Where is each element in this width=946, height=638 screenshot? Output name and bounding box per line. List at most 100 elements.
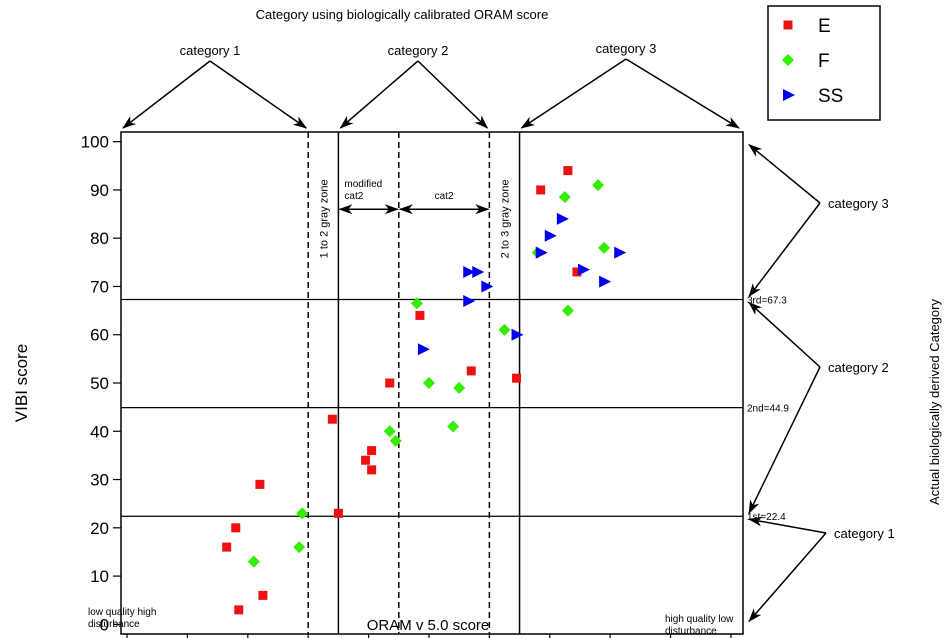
data-point-ss bbox=[481, 280, 494, 293]
data-point-f bbox=[447, 420, 460, 433]
data-point-f bbox=[296, 507, 309, 520]
data-point-ss bbox=[417, 343, 430, 356]
data-point-e bbox=[367, 446, 377, 456]
threshold-label: 1st=22.4 bbox=[747, 512, 786, 523]
right-category-label: category 2 bbox=[828, 360, 889, 375]
gray-zone-label: 2 to 3 gray zone bbox=[499, 179, 511, 258]
legend-label-f: F bbox=[818, 51, 830, 72]
data-point-ss bbox=[577, 263, 590, 276]
y-axis-title: VIBI score bbox=[12, 344, 31, 422]
chart-title: Category using biologically calibrated O… bbox=[256, 7, 549, 22]
right-category-annotation: category 2 bbox=[748, 301, 889, 515]
data-point-e bbox=[234, 605, 244, 615]
category-arrow bbox=[209, 60, 308, 129]
data-point-ss bbox=[463, 294, 476, 307]
series-e bbox=[222, 166, 582, 615]
data-point-e bbox=[415, 310, 425, 320]
category-arrow bbox=[748, 366, 821, 515]
x-note-right-line-2: disturbance bbox=[665, 626, 717, 637]
span-annotation: cat2 bbox=[398, 191, 490, 215]
axis-ticks: 0102030405060708090100010203040506070809… bbox=[81, 133, 732, 638]
y-tick-label: 100 bbox=[81, 133, 109, 152]
x-note-right-line-1: high quality low bbox=[665, 614, 734, 625]
legend-marker-e bbox=[783, 20, 793, 30]
data-point-e bbox=[466, 366, 476, 376]
data-point-ss bbox=[511, 328, 524, 341]
gray-zone-label: 1 to 2 gray zone bbox=[318, 179, 330, 258]
legend-label-e: E bbox=[818, 16, 831, 37]
data-point-ss bbox=[544, 229, 557, 242]
data-point-f bbox=[561, 304, 574, 317]
y-tick-label: 10 bbox=[90, 567, 109, 586]
y-tick-label: 60 bbox=[90, 326, 109, 345]
span-label: cat2 bbox=[435, 191, 454, 202]
right-axis-title: Actual biologically derived Category bbox=[927, 299, 942, 505]
data-points bbox=[222, 166, 627, 615]
y-tick-label: 20 bbox=[90, 519, 109, 538]
category-arrow bbox=[748, 301, 821, 368]
x-note-left: low quality high disturbance bbox=[88, 607, 156, 630]
data-point-f bbox=[498, 323, 511, 336]
data-point-f bbox=[592, 179, 605, 192]
legend: EF SS bbox=[767, 5, 881, 121]
category-arrow bbox=[748, 516, 827, 534]
data-point-e bbox=[327, 414, 337, 424]
threshold-label: 3rd=67.3 bbox=[747, 295, 787, 306]
data-point-e bbox=[258, 590, 268, 600]
span-label: modified bbox=[344, 179, 382, 190]
data-point-e bbox=[333, 508, 343, 518]
data-point-ss bbox=[472, 265, 485, 278]
y-tick-label: 0 bbox=[100, 615, 109, 634]
y-tick-label: 70 bbox=[90, 277, 109, 296]
y-tick-label: 30 bbox=[90, 471, 109, 490]
data-point-f bbox=[598, 241, 611, 254]
series-ss bbox=[417, 212, 627, 356]
data-point-e bbox=[536, 185, 546, 195]
y-tick-label: 40 bbox=[90, 422, 109, 441]
x-note-left-line-2: disturbance bbox=[88, 619, 140, 630]
top-category-annotation: category 2 bbox=[339, 43, 489, 129]
legend-marker-f bbox=[782, 54, 794, 66]
top-category-label: category 3 bbox=[596, 41, 657, 56]
data-point-f bbox=[389, 434, 402, 447]
legend-label-ss: SS bbox=[818, 86, 843, 107]
category-arrow bbox=[122, 60, 211, 129]
y-tick-label: 90 bbox=[90, 181, 109, 200]
data-point-ss bbox=[535, 246, 548, 259]
data-point-f bbox=[422, 377, 435, 389]
series-f bbox=[247, 179, 611, 568]
top-category-annotation: category 3 bbox=[520, 41, 740, 129]
data-point-e bbox=[231, 523, 241, 533]
top-category-annotation: category 1 bbox=[122, 43, 308, 129]
data-point-ss bbox=[599, 275, 612, 288]
legend-marker-ss bbox=[783, 89, 795, 101]
data-point-e bbox=[367, 465, 377, 475]
data-point-e bbox=[385, 378, 395, 388]
data-point-f bbox=[453, 381, 466, 394]
data-point-e bbox=[572, 267, 582, 277]
data-point-f bbox=[293, 541, 306, 554]
data-point-ss bbox=[556, 212, 569, 225]
data-point-e bbox=[222, 542, 232, 552]
category-arrow bbox=[748, 202, 821, 298]
right-category-label: category 1 bbox=[834, 526, 895, 541]
right-category-label: category 3 bbox=[828, 196, 889, 211]
data-point-ss bbox=[463, 265, 476, 278]
category-arrow bbox=[417, 60, 489, 129]
right-category-annotation: category 1 bbox=[748, 516, 895, 623]
data-point-e bbox=[361, 455, 371, 465]
span-label: cat2 bbox=[344, 191, 363, 202]
right-category-annotation: category 3 bbox=[748, 144, 889, 298]
annotations: 1 to 2 gray zone 2 to 3 gray zone modified… bbox=[122, 41, 895, 623]
data-point-f bbox=[410, 297, 423, 310]
threshold-label: 2nd=44.9 bbox=[747, 404, 789, 415]
y-tick-label: 50 bbox=[90, 374, 109, 393]
category-arrow bbox=[748, 144, 821, 204]
top-category-label: category 1 bbox=[180, 43, 241, 58]
data-point-f bbox=[383, 425, 396, 438]
data-point-e bbox=[563, 166, 573, 176]
data-point-f bbox=[558, 191, 571, 204]
category-arrow bbox=[625, 58, 740, 129]
